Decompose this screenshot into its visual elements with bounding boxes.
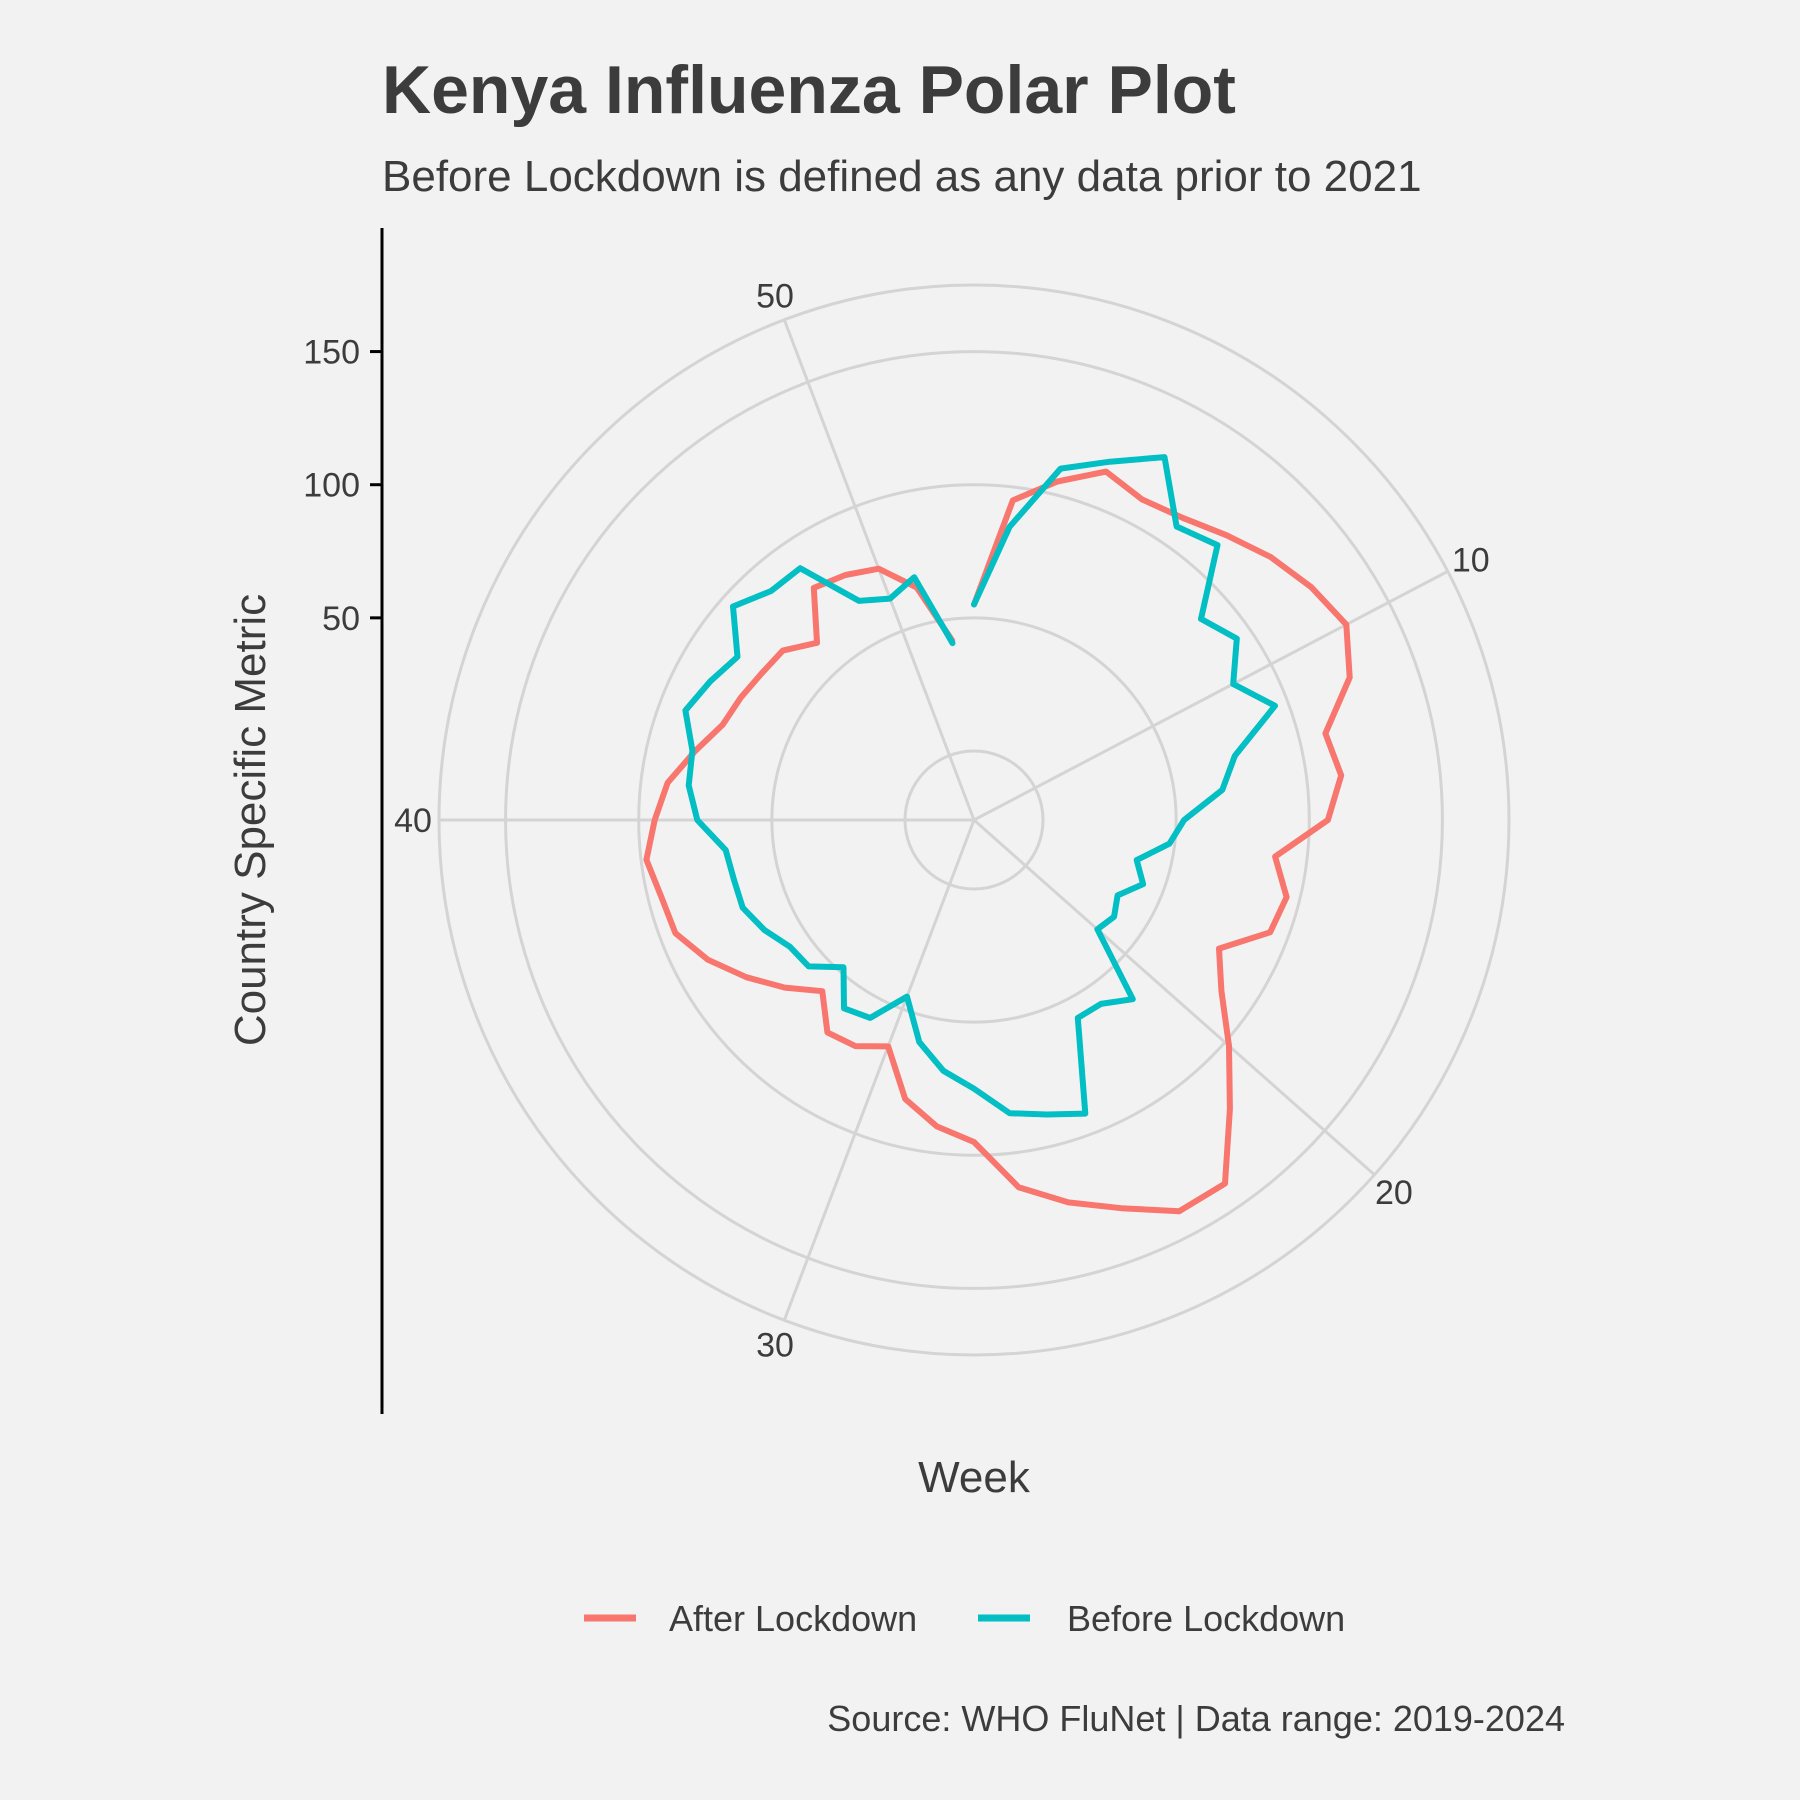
grid-spoke: [973, 570, 1449, 822]
polar-grid: [437, 283, 1511, 1357]
week-tick-labels: 10 20 30 40 50: [394, 277, 1490, 1364]
y-tick-label: 100: [303, 467, 360, 505]
series-line-after-lockdown: [643, 468, 1353, 1215]
y-axis-ticks: 50 100 150: [303, 334, 382, 638]
week-tick-label: 40: [394, 802, 432, 840]
week-tick-label: 10: [1452, 541, 1490, 579]
series-lines: [643, 454, 1353, 1215]
week-tick-label: 20: [1375, 1174, 1413, 1212]
week-tick-label: 50: [756, 277, 794, 315]
y-axis-title: Country Specific Metric: [226, 594, 275, 1046]
series-line-before-lockdown: [682, 454, 1278, 1118]
legend-label: After Lockdown: [669, 1598, 917, 1639]
grid-spoke: [973, 818, 1376, 1176]
chart-subtitle: Before Lockdown is defined as any data p…: [382, 152, 1422, 201]
week-tick-label: 30: [756, 1327, 794, 1365]
grid-spoke: [782, 819, 976, 1321]
chart-caption: Source: WHO FluNet | Data range: 2019-20…: [827, 1698, 1565, 1739]
chart-title: Kenya Influenza Polar Plot: [382, 52, 1236, 128]
y-tick-label: 50: [322, 600, 360, 638]
legend-label: Before Lockdown: [1067, 1598, 1345, 1639]
legend: After Lockdown Before Lockdown: [584, 1598, 1345, 1639]
x-axis-title: Week: [918, 1453, 1031, 1502]
y-tick-label: 150: [303, 334, 360, 372]
